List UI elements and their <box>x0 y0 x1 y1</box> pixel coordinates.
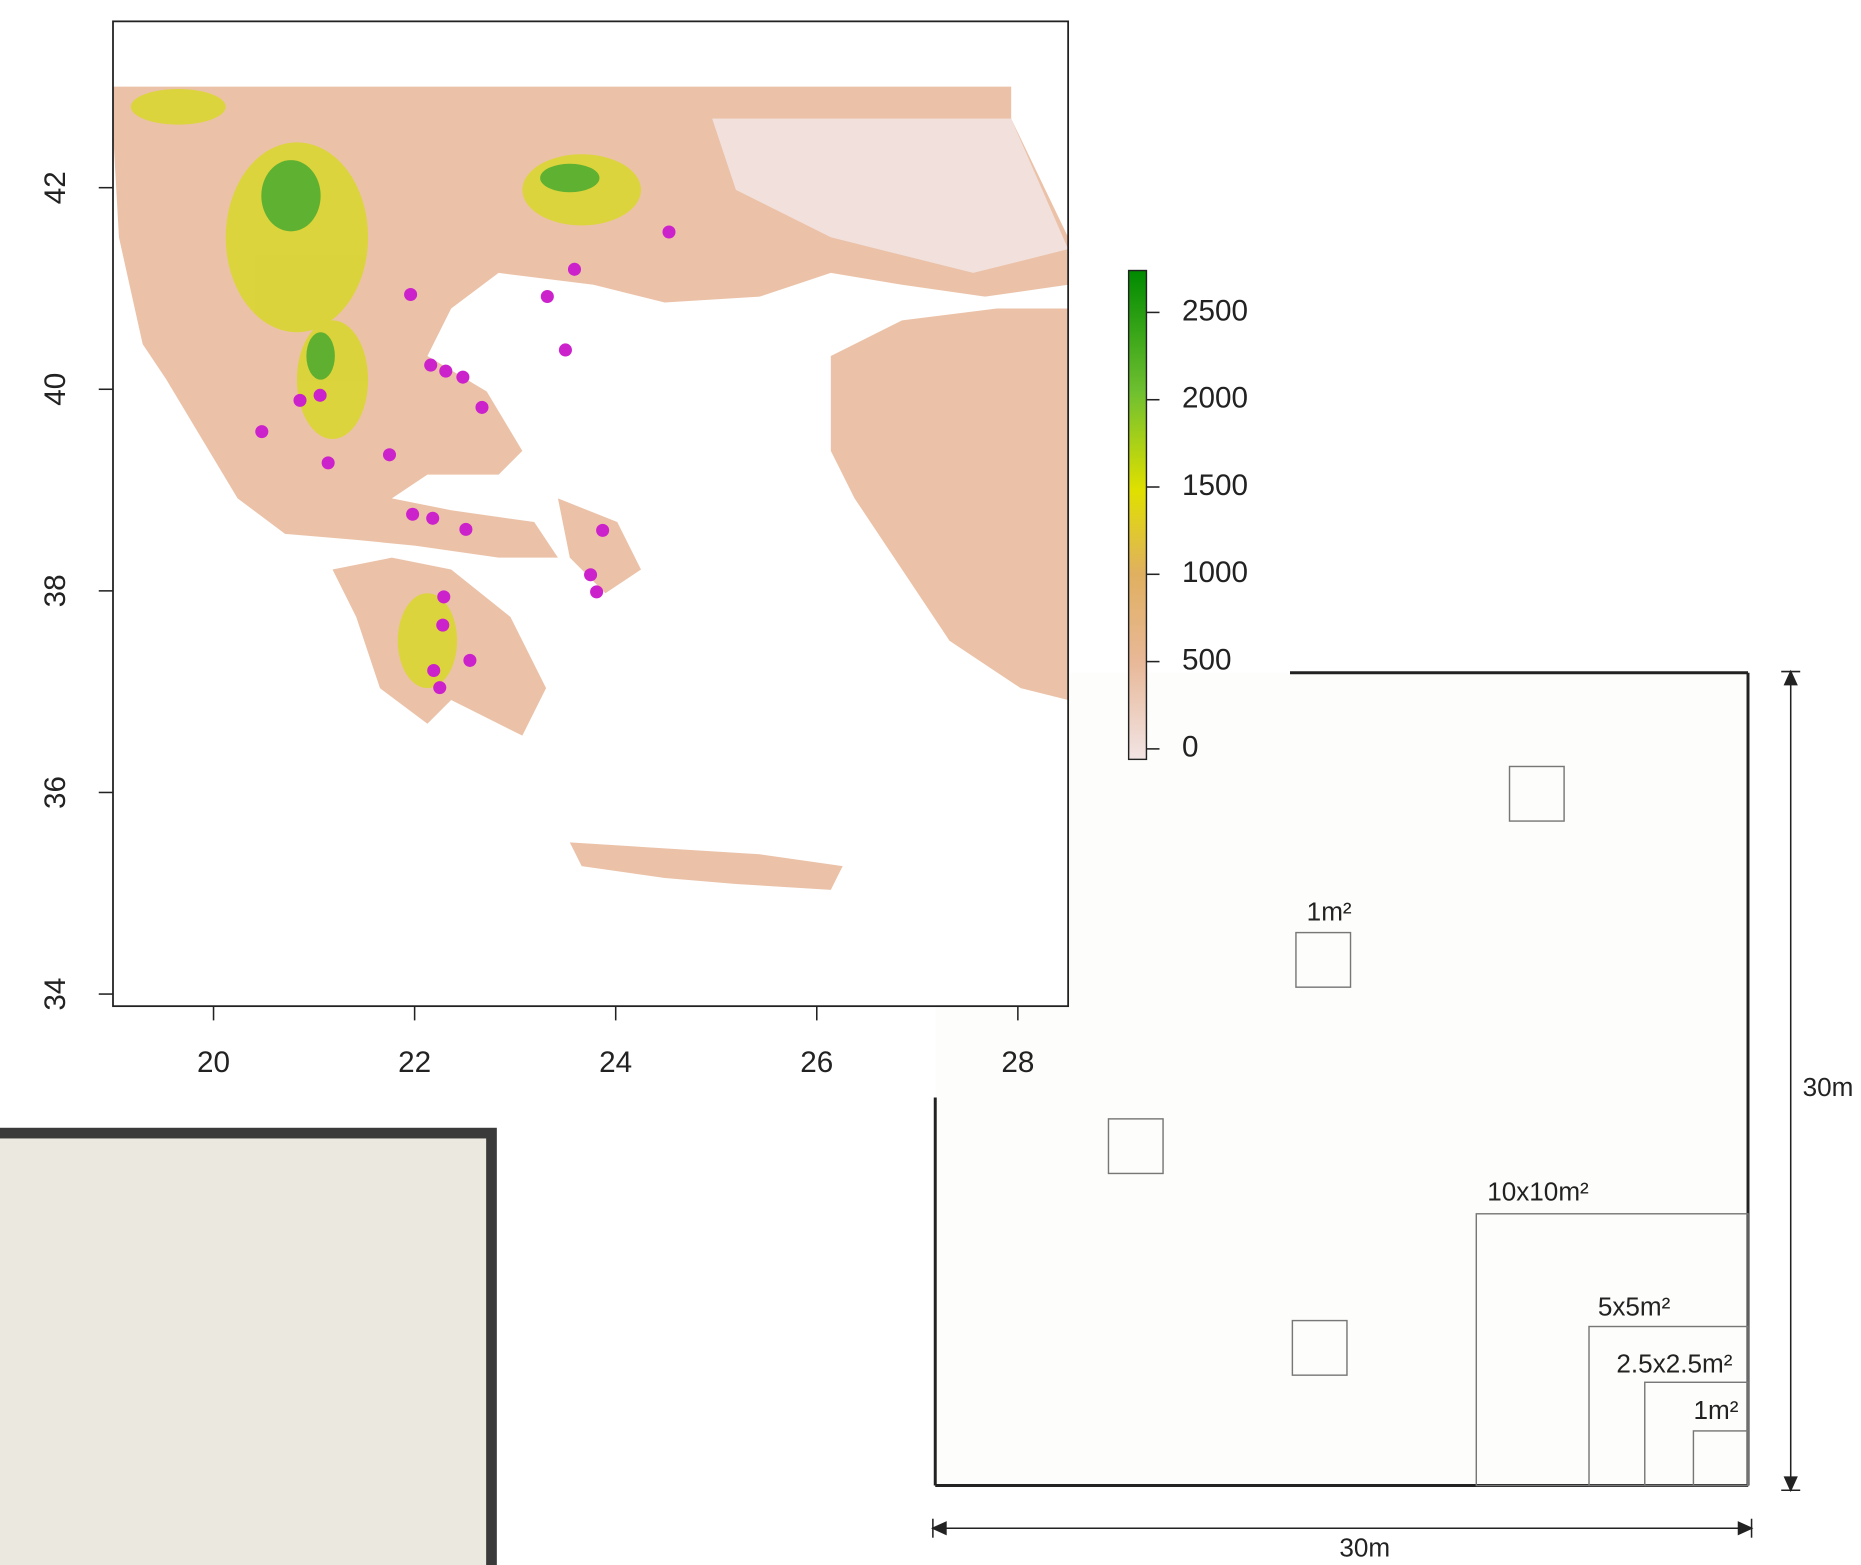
colorbar <box>1129 271 1147 760</box>
page: {"map": { "xlim": [19, 28.5], "ylim": [3… <box>0 0 1861 1565</box>
site-point <box>590 585 603 598</box>
height-label: 30m <box>1803 1072 1854 1102</box>
highland <box>131 89 226 125</box>
subplot-label: 10x10m² <box>1487 1177 1589 1207</box>
subplot-label: 5x5m² <box>1598 1292 1671 1322</box>
site-point <box>293 394 306 407</box>
site-point <box>584 568 597 581</box>
site-point <box>475 401 488 414</box>
mountain <box>261 160 320 231</box>
y-tick-label: 38 <box>39 574 72 607</box>
arrowhead <box>1785 672 1797 685</box>
site-point <box>463 654 476 667</box>
colorbar-tick-label: 2500 <box>1182 294 1248 327</box>
colorbar-tick-label: 500 <box>1182 643 1231 676</box>
site-point <box>437 590 450 603</box>
site-point <box>426 512 439 525</box>
y-tick-label: 42 <box>39 171 72 204</box>
arrowhead <box>933 1522 946 1534</box>
gray-panel <box>0 1133 491 1565</box>
figure: 1m² 10x10m² 5x5m² 2.5x2.5m² 1m² 30m 30m <box>0 0 1861 1565</box>
site-point <box>439 365 452 378</box>
highland <box>398 593 457 688</box>
site-point <box>314 389 327 402</box>
colorbar-tick-label: 1500 <box>1182 469 1248 502</box>
arrowhead <box>1739 1522 1752 1534</box>
site-point <box>406 508 419 521</box>
x-tick-label: 28 <box>1001 1046 1034 1079</box>
site-point <box>404 288 417 301</box>
site-point <box>427 664 440 677</box>
subplot-label: 2.5x2.5m² <box>1616 1349 1732 1379</box>
site-point <box>424 359 437 372</box>
site-point <box>383 448 396 461</box>
subplot-label: 1m² <box>1693 1395 1738 1425</box>
width-label: 30m <box>1339 1532 1390 1562</box>
mountain <box>306 332 334 379</box>
x-tick-label: 26 <box>800 1046 833 1079</box>
x-tick-label: 22 <box>398 1046 431 1079</box>
site-point <box>459 523 472 536</box>
site-point <box>541 290 554 303</box>
highland <box>297 320 368 439</box>
site-point <box>255 425 268 438</box>
x-tick-label: 24 <box>599 1046 632 1079</box>
y-tick-label: 40 <box>39 373 72 406</box>
colorbar-tick-label: 1000 <box>1182 556 1248 589</box>
subplot-label: 1m² <box>1307 896 1352 926</box>
y-tick-label: 36 <box>39 776 72 809</box>
colorbar-tick-label: 0 <box>1182 731 1199 764</box>
site-point <box>322 456 335 469</box>
site-point <box>433 681 446 694</box>
y-tick-label: 34 <box>39 978 72 1011</box>
map: 20 22 24 26 28 34 36 38 40 42 0 500 1000 1500 2000 2500 <box>39 21 1248 1079</box>
site-point <box>456 371 469 384</box>
mountain <box>540 164 599 192</box>
arrowhead <box>1785 1477 1797 1490</box>
colorbar-tick-label: 2000 <box>1182 382 1248 415</box>
plot-diagram: 1m² 10x10m² 5x5m² 2.5x2.5m² 1m² 30m 30m <box>933 672 1853 1563</box>
x-tick-label: 20 <box>197 1046 230 1079</box>
site-point <box>559 343 572 356</box>
site-point <box>596 524 609 537</box>
site-point <box>662 225 675 238</box>
site-point <box>436 619 449 632</box>
site-point <box>568 263 581 276</box>
